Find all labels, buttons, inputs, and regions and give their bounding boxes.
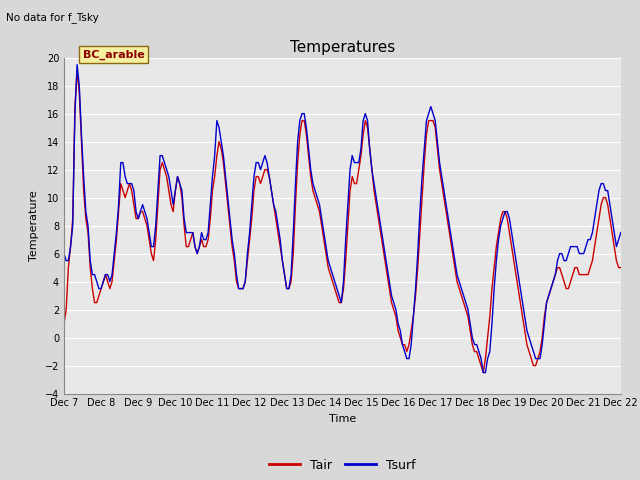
Title: Temperatures: Temperatures: [290, 40, 395, 55]
X-axis label: Time: Time: [329, 414, 356, 424]
Y-axis label: Temperature: Temperature: [29, 190, 39, 261]
Text: BC_arable: BC_arable: [83, 49, 144, 60]
Legend: Tair, Tsurf: Tair, Tsurf: [264, 454, 420, 477]
Text: No data for f_Tsky: No data for f_Tsky: [6, 12, 99, 23]
